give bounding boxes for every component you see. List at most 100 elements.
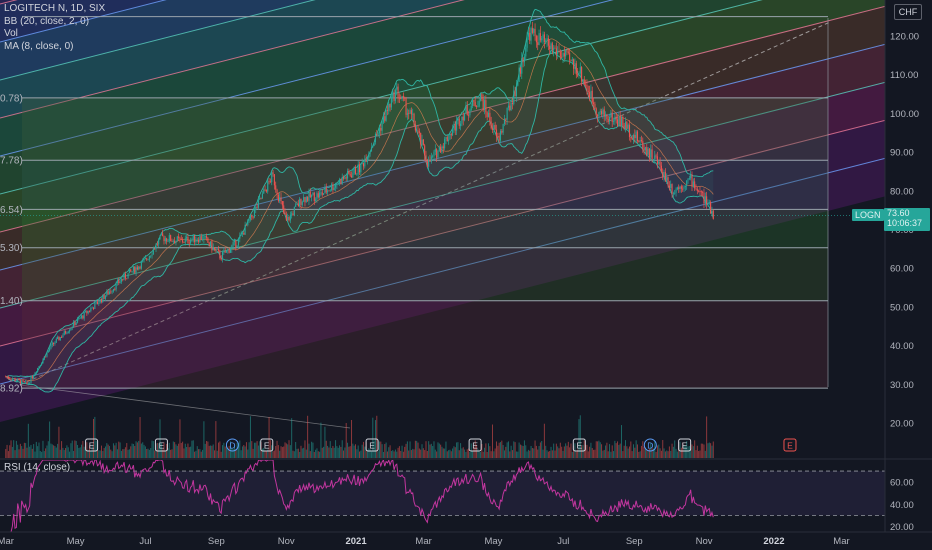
time-tick-label: 2021: [345, 536, 367, 547]
candle-body: [136, 267, 138, 270]
volume-bar: [275, 446, 277, 458]
volume-bar: [683, 445, 685, 458]
candle-body: [88, 310, 91, 312]
candle-body: [275, 185, 277, 190]
volume-bar: [405, 443, 407, 458]
volume-bar: [178, 443, 180, 458]
candle-body: [570, 59, 572, 61]
volume-bar: [617, 441, 619, 458]
candle-body: [96, 301, 99, 305]
volume-bar: [111, 451, 113, 458]
candle-body: [186, 236, 188, 239]
currency-button[interactable]: CHF: [894, 4, 922, 20]
marker-letter: E: [787, 441, 793, 451]
volume-bar: [136, 442, 138, 458]
candle-body: [382, 116, 384, 123]
candle-body: [272, 172, 274, 175]
candle-body: [299, 198, 301, 206]
candle-body: [132, 266, 134, 272]
candle-body: [336, 184, 338, 186]
candle-body: [170, 235, 172, 241]
volume-bar: [120, 450, 122, 458]
volume-bar: [277, 445, 279, 458]
candle-body: [425, 155, 427, 162]
bb-legend[interactable]: BB (20, close, 2, 0): [4, 15, 90, 27]
volume-bar: [506, 442, 508, 458]
fib-label: 1.40): [0, 296, 23, 307]
candle-body: [477, 106, 479, 108]
candle-body: [11, 379, 13, 380]
candle-body: [159, 235, 161, 240]
earnings-marker: E: [154, 438, 168, 452]
volume-bar: [675, 448, 677, 458]
candle-body: [118, 280, 120, 284]
candle-body: [220, 257, 222, 260]
volume-bar: [486, 451, 488, 458]
rsi-legend[interactable]: RSI (14, close): [4, 462, 71, 473]
volume-bar: [581, 445, 583, 458]
volume-bar: [647, 450, 649, 458]
candle-body: [329, 190, 331, 192]
candle-body: [695, 188, 697, 190]
volume-bar: [180, 442, 182, 458]
symbol-title[interactable]: LOGITECH N, 1D, SIX: [4, 3, 106, 14]
volume-bar: [312, 442, 314, 458]
pitchfork-handle: [19, 384, 351, 429]
pitchfork-band: [0, 120, 885, 384]
volume-bar: [542, 449, 544, 458]
volume-bar: [518, 442, 520, 458]
candle-body: [437, 150, 439, 158]
volume-bar: [366, 450, 368, 458]
volume-bar: [567, 441, 569, 458]
volume-bar: [207, 441, 209, 458]
candle-body: [655, 155, 657, 157]
candle-body: [215, 248, 217, 250]
volume-bar: [484, 447, 486, 458]
candle-body: [179, 237, 181, 239]
ma-legend[interactable]: MA (8, close, 0): [4, 40, 74, 52]
candle-body: [684, 186, 686, 187]
candle-body: [527, 32, 529, 37]
candle-body: [469, 110, 471, 116]
candle-body: [30, 376, 32, 383]
candle-body: [493, 125, 495, 130]
candle-body: [171, 240, 173, 242]
volume-bar: [472, 451, 474, 458]
candle-body: [563, 53, 565, 57]
candle-body: [388, 104, 390, 111]
ma-line: [5, 38, 714, 381]
volume-bar: [373, 440, 375, 458]
volume-bar: [462, 447, 464, 458]
volume-bar: [659, 448, 661, 458]
candle-body: [283, 205, 285, 213]
volume-bar: [623, 445, 625, 458]
candle-body: [630, 137, 632, 138]
volume-bar: [468, 448, 470, 458]
candle-body: [277, 194, 279, 201]
volume-bar: [658, 444, 660, 458]
volume-bar: [289, 445, 291, 458]
volume-bar: [198, 449, 200, 458]
vol-legend[interactable]: Vol: [4, 28, 18, 39]
volume-bar: [315, 449, 317, 458]
candle-body: [561, 56, 563, 58]
volume-bar: [364, 446, 366, 458]
candle-body: [356, 173, 358, 175]
volume-bar: [492, 424, 494, 458]
volume-bar: [320, 422, 322, 458]
rsi-tick-label: 20.00: [890, 522, 914, 533]
volume-bar: [651, 448, 653, 458]
candle-body: [389, 104, 391, 108]
volume-bar: [571, 451, 573, 458]
candle-body: [313, 192, 315, 201]
candle-body: [428, 159, 430, 167]
volume-bar: [309, 451, 311, 458]
candle-body: [6, 376, 8, 378]
time-tick-label: 2022: [763, 536, 784, 547]
candle-body: [229, 249, 232, 253]
candle-body: [381, 122, 383, 131]
volume-bar: [565, 443, 567, 458]
volume-bar: [23, 442, 25, 458]
candle-body: [489, 112, 491, 122]
